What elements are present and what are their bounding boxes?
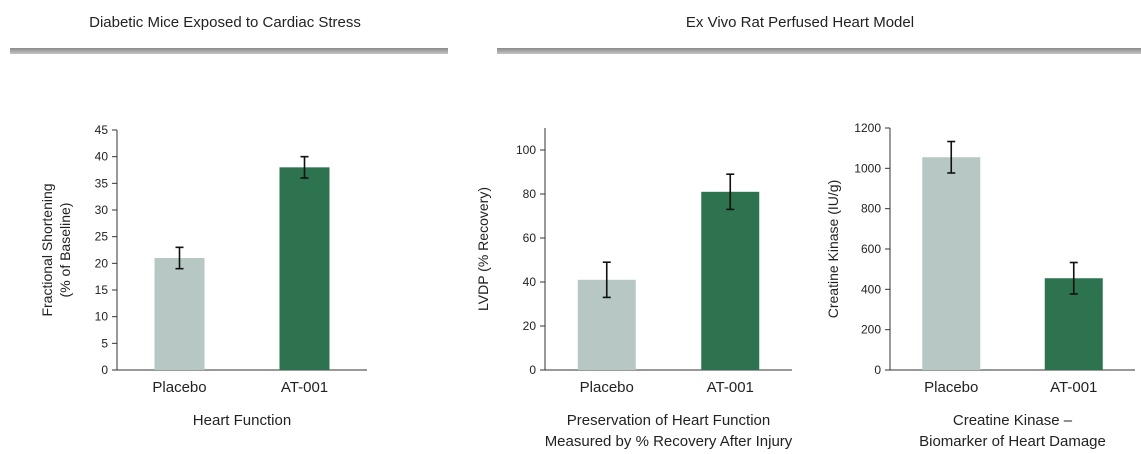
chart1-category-label: Placebo	[152, 379, 206, 396]
chart2-y-tick-label: 40	[523, 275, 537, 289]
chart2-y-label: LVDP (% Recovery)	[475, 187, 491, 311]
chart1-y-tick-label: 40	[95, 150, 109, 164]
section-rule-right	[497, 48, 1141, 54]
chart2-y-label-line: LVDP (% Recovery)	[475, 187, 491, 311]
chart3-y-label: Creatine Kinase (IU/g)	[825, 180, 841, 319]
chart1-y-tick-label: 15	[95, 283, 109, 297]
chart1-y-tick-label: 25	[95, 230, 109, 244]
chart2-x-label-line: Preservation of Heart Function	[567, 412, 770, 429]
section-title-left: Diabetic Mice Exposed to Cardiac Stress	[89, 14, 361, 31]
chart3-x-label-line: Creatine Kinase –	[953, 412, 1073, 429]
chart3-bar-placebo	[922, 157, 981, 370]
chart3-y-tick-label: 800	[861, 202, 881, 216]
chart1-y-label-line: (% of Baseline)	[57, 203, 73, 298]
chart3-y-tick-label: 0	[874, 363, 881, 377]
chart3-y-tick-label: 400	[861, 282, 881, 296]
chart1-y-tick-label: 35	[95, 176, 109, 190]
chart2-bar-at-001	[701, 191, 760, 370]
chart2-category-label: Placebo	[580, 379, 634, 396]
chart2-category-label: AT-001	[707, 379, 754, 396]
chart1-bar-placebo	[154, 258, 205, 370]
chart1-x-label-line: Heart Function	[193, 412, 291, 429]
chart2-y-tick-label: 0	[529, 363, 536, 377]
chart3-y-tick-label: 1200	[854, 121, 881, 135]
chart2-y-tick-label: 100	[516, 143, 536, 157]
chart1-y-tick-label: 0	[101, 363, 108, 377]
chart1-x-label: Heart Function	[193, 412, 291, 429]
chart1-y-label: Fractional Shortening (% of Baseline)	[39, 183, 73, 316]
chart2-y-tick-label: 20	[523, 319, 537, 333]
section-rule-left	[10, 48, 448, 54]
chart1-y-tick-label: 45	[95, 123, 109, 137]
chart3-y-tick-label: 200	[861, 323, 881, 337]
chart2-y-tick-label: 80	[523, 187, 537, 201]
chart2-x-label: Preservation of Heart Function Measured b…	[545, 412, 793, 450]
chart3-category-label: Placebo	[924, 379, 978, 396]
section-title-right: Ex Vivo Rat Perfused Heart Model	[685, 14, 915, 31]
chart2-x-label-line: Measured by % Recovery After Injury	[545, 433, 793, 450]
chart3-x-label: Creatine Kinase – Biomarker of Heart Dama…	[919, 412, 1106, 450]
chart1-category-label: AT-001	[281, 379, 328, 396]
chart3-x-label-line: Biomarker of Heart Damage	[919, 433, 1106, 450]
chart1-bar-at-001	[279, 167, 330, 370]
chart3-y-label-line: Creatine Kinase (IU/g)	[825, 180, 841, 319]
chart1-y-tick-label: 5	[101, 336, 108, 350]
chart2-y-tick-label: 60	[523, 231, 537, 245]
chart1-y-label-line: Fractional Shortening	[39, 183, 55, 316]
chart1-y-tick-label: 20	[95, 256, 109, 270]
chart3-y-tick-label: 1000	[854, 161, 881, 175]
chart1-y-tick-label: 10	[95, 310, 109, 324]
chart1-y-tick-label: 30	[95, 203, 109, 217]
chart3-y-tick-label: 600	[861, 242, 881, 256]
chart3-category-label: AT-001	[1050, 379, 1097, 396]
